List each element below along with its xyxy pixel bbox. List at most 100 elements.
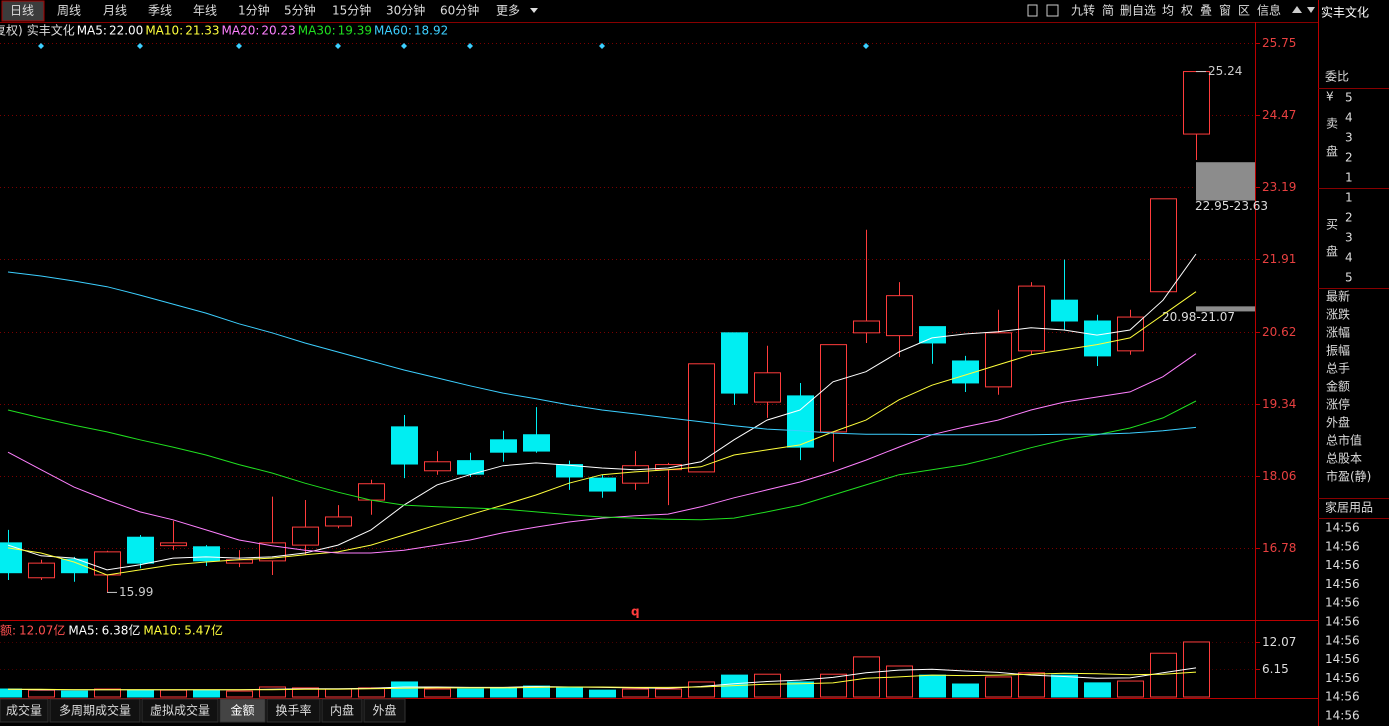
- volume-bar: [424, 688, 451, 698]
- timeframe-tab[interactable]: 季线: [148, 4, 172, 18]
- event-marker[interactable]: [401, 43, 407, 49]
- sell-level: 4: [1345, 111, 1353, 125]
- tool-button[interactable]: 九转: [1071, 3, 1095, 18]
- volume-bar: [787, 681, 814, 698]
- timeframe-tab[interactable]: 月线: [103, 4, 127, 18]
- timeframe-tab[interactable]: 年线: [193, 4, 217, 18]
- volume-bar: [985, 676, 1012, 698]
- tool-button[interactable]: 信息: [1257, 3, 1281, 18]
- timeframe-tab[interactable]: 周线: [57, 4, 81, 18]
- bottom-tab-bg[interactable]: [0, 698, 49, 723]
- candle-body: [127, 536, 154, 564]
- volume-bar: [94, 688, 121, 698]
- candle-body: [1051, 299, 1078, 322]
- volume-ma-line: [8, 671, 1197, 691]
- volume-bar: [490, 687, 517, 698]
- timeframe-tab[interactable]: 5分钟: [284, 3, 316, 18]
- candle-body: [1183, 71, 1210, 135]
- trade-time: 14:56: [1325, 690, 1360, 704]
- timeframe-tab[interactable]: 15分钟: [332, 3, 371, 18]
- bottom-tab[interactable]: 外盘: [372, 703, 396, 718]
- legend-name: MA5:: [77, 24, 107, 38]
- volume-bar: [919, 674, 946, 698]
- event-marker[interactable]: [863, 43, 869, 49]
- legend-value: 20.23: [261, 24, 295, 38]
- high-label: 25.24: [1208, 64, 1242, 78]
- timeframe-tab[interactable]: 30分钟: [386, 3, 425, 18]
- trade-time: 14:56: [1325, 577, 1360, 591]
- tool-icon[interactable]: [1027, 4, 1038, 17]
- trade-time: 14:56: [1325, 521, 1360, 535]
- bottom-tab-bg[interactable]: [141, 698, 219, 723]
- bottom-tab[interactable]: 换手率: [275, 703, 311, 718]
- volume-bar: [1117, 680, 1144, 698]
- tool-button[interactable]: 简: [1102, 4, 1114, 18]
- volume-bar: [1150, 652, 1177, 698]
- volume-bar: [325, 688, 352, 698]
- candle-body: [589, 477, 616, 492]
- band-label: 22.95-23.63: [1195, 199, 1268, 213]
- bottom-tab-bg[interactable]: [321, 698, 363, 723]
- bottom-tab[interactable]: 虚拟成交量: [150, 703, 210, 718]
- volume-bar: [655, 688, 682, 698]
- volume-bar: [160, 689, 187, 698]
- legend-value: 18.92: [414, 24, 448, 38]
- low-label: 15.99: [119, 585, 153, 599]
- bottom-tab-bg[interactable]: [363, 698, 406, 723]
- tool-icon[interactable]: [1046, 4, 1059, 17]
- event-marker[interactable]: [599, 43, 605, 49]
- tool-button[interactable]: 区: [1238, 4, 1250, 18]
- y-tick-label: 23.19: [1262, 180, 1296, 194]
- event-marker[interactable]: [335, 43, 341, 49]
- bottom-tab-bg[interactable]: [49, 698, 141, 723]
- legend-value: 21.33: [185, 24, 219, 38]
- tool-button[interactable]: 叠: [1200, 4, 1212, 18]
- sell-label: 卖: [1326, 117, 1338, 131]
- timeframe-tab[interactable]: 1分钟: [238, 3, 270, 18]
- timeframe-tab[interactable]: 日线: [10, 4, 34, 18]
- volume-bar: [292, 687, 319, 698]
- candle-body: [985, 332, 1012, 388]
- tool-button[interactable]: 权: [1181, 4, 1193, 18]
- volume-bar: [226, 690, 253, 698]
- bottom-tab-bg[interactable]: [219, 698, 266, 723]
- y-tick-label: 21.91: [1262, 252, 1296, 266]
- bottom-tab-bg[interactable]: [266, 698, 321, 723]
- volume-bar: [1051, 674, 1078, 698]
- y-tick-label: 25.75: [1262, 36, 1296, 50]
- candle-body: [424, 461, 451, 472]
- tool-button[interactable]: 删自选: [1120, 4, 1156, 18]
- bottom-tab[interactable]: 内盘: [330, 703, 354, 718]
- ma-line: [7, 253, 1197, 571]
- event-marker[interactable]: [467, 43, 473, 49]
- quote-field: 外盘: [1326, 415, 1350, 430]
- price-band: [1196, 306, 1255, 312]
- sell-level: 1: [1345, 171, 1353, 185]
- bottom-tab[interactable]: 金额: [230, 703, 254, 718]
- quote-field: 金额: [1326, 379, 1350, 394]
- candle-body: [1084, 320, 1111, 357]
- scroll-up[interactable]: [1292, 6, 1302, 13]
- quote-field: 总手: [1326, 362, 1350, 376]
- timeframe-tab[interactable]: 60分钟: [440, 3, 479, 18]
- event-marker[interactable]: [137, 43, 143, 49]
- timeframe-tab[interactable]: 更多: [496, 4, 520, 18]
- volume-bar: [754, 673, 781, 698]
- scroll-down[interactable]: [1307, 7, 1315, 13]
- buy-level: 1: [1345, 191, 1353, 205]
- tool-button[interactable]: 窗: [1219, 4, 1231, 18]
- tool-button[interactable]: 均: [1162, 4, 1174, 18]
- trade-time: 14:56: [1325, 633, 1360, 647]
- buy-level: 3: [1345, 231, 1353, 245]
- candle-body: [28, 562, 55, 579]
- legend-value: 19.39: [338, 24, 372, 38]
- dropdown-arrow: [530, 8, 538, 13]
- event-marker[interactable]: [38, 43, 44, 49]
- bottom-tab[interactable]: 多周期成交量: [59, 703, 131, 718]
- volume-bar: [259, 686, 286, 698]
- event-marker[interactable]: [236, 43, 242, 49]
- candle-body: [886, 295, 913, 337]
- bottom-tab[interactable]: 成交量: [6, 703, 42, 718]
